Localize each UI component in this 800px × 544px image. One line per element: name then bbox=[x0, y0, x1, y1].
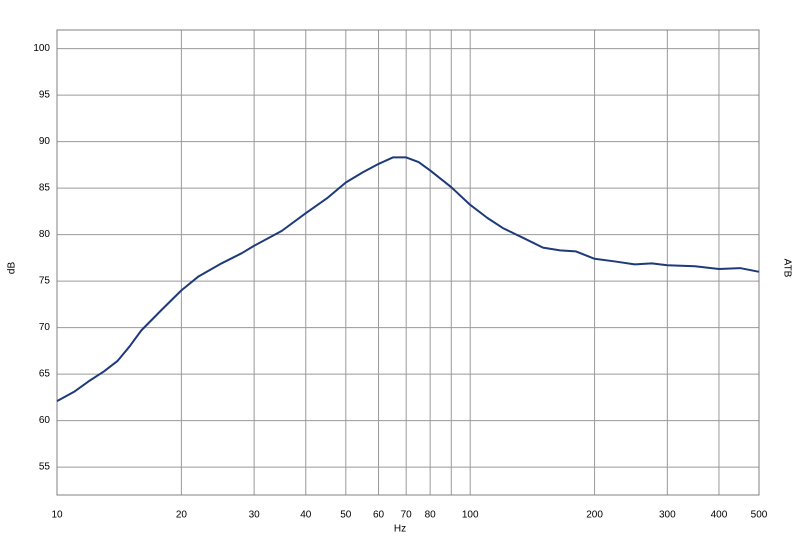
x-tick-label: 300 bbox=[659, 510, 676, 521]
y-tick-label: 55 bbox=[39, 462, 51, 473]
x-tick-label: 100 bbox=[462, 510, 479, 521]
x-tick-label: 10 bbox=[51, 510, 63, 521]
x-tick-label: 40 bbox=[300, 510, 312, 521]
x-tick-label: 500 bbox=[751, 510, 768, 521]
y-tick-label: 65 bbox=[39, 369, 51, 380]
y-tick-label: 60 bbox=[39, 415, 51, 426]
y-tick-label: 70 bbox=[39, 322, 51, 333]
y2-axis-label: ATB bbox=[781, 259, 792, 278]
y-axis-label: dB bbox=[7, 262, 18, 275]
x-tick-label: 80 bbox=[425, 510, 437, 521]
x-tick-label: 60 bbox=[373, 510, 385, 521]
x-tick-label: 20 bbox=[176, 510, 188, 521]
x-tick-label: 400 bbox=[711, 510, 728, 521]
x-axis-label: Hz bbox=[394, 524, 406, 535]
plot-frame bbox=[56, 29, 760, 496]
x-tick-label: 200 bbox=[586, 510, 603, 521]
y-tick-label: 75 bbox=[39, 276, 51, 287]
data-line bbox=[56, 156, 760, 402]
y-tick-label: 100 bbox=[33, 43, 50, 54]
y-tick-label: 85 bbox=[39, 183, 51, 194]
y-tick-label: 90 bbox=[39, 136, 51, 147]
x-tick-label: 30 bbox=[249, 510, 261, 521]
y-tick-label: 95 bbox=[39, 90, 51, 101]
x-tick-label: 50 bbox=[340, 510, 352, 521]
y-tick-label: 80 bbox=[39, 229, 51, 240]
x-tick-label: 70 bbox=[401, 510, 413, 521]
